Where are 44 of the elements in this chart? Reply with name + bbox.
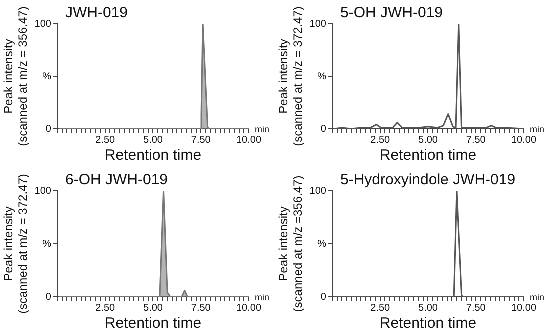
y-tick-label: % <box>42 71 52 82</box>
x-axis-title: Retention time <box>380 315 477 332</box>
y-tick-label: 0 <box>320 292 327 303</box>
y-tick-label: % <box>42 238 52 250</box>
y-axis-title: Peak intensity (scanned at m/z = 372.47) <box>2 174 30 314</box>
x-tick-label: 10.00 <box>511 302 537 314</box>
x-axis-title: Retention time <box>104 315 202 332</box>
chart-title: JWH-019 <box>65 4 128 22</box>
x-axis-title: Retention time <box>104 147 202 164</box>
x-tick-label: 7.50 <box>191 134 212 146</box>
y-axis-title: Peak intensity (scanned at m/z = 356.47) <box>2 6 30 146</box>
text: min <box>255 292 270 302</box>
text: min <box>530 292 545 302</box>
x-tick-label: 5.00 <box>418 134 438 146</box>
x-tick-label: 2.50 <box>96 134 116 146</box>
x-tick-label: 7.50 <box>191 302 212 314</box>
x-tick-label: 2.50 <box>370 134 391 146</box>
y-tick-label: 100 <box>310 186 327 197</box>
chart-title: 5-Hydroxyindole JWH-019 <box>340 172 516 189</box>
y-tick-label: 100 <box>310 18 327 30</box>
x-tick-label: 2.50 <box>96 302 116 314</box>
chart-title: 6-OH JWH-019 <box>65 172 168 189</box>
x-tick-label: 7.50 <box>466 302 486 314</box>
x-tick-label: 5.00 <box>418 302 438 314</box>
y-tick-label: % <box>318 71 327 82</box>
text: min <box>530 124 545 134</box>
x-tick-label: 2.50 <box>370 302 391 314</box>
text: min <box>255 124 270 134</box>
x-tick-label: 7.50 <box>466 134 486 146</box>
y-tick-label: 0 <box>320 124 327 135</box>
y-tick-label: 0 <box>46 124 52 135</box>
y-tick-label: 100 <box>34 18 52 30</box>
y-tick-label: % <box>318 238 327 250</box>
y-axis-title: Peak intensity (scanned at m/z = 372.47) <box>276 6 305 146</box>
x-axis-title: Retention time <box>380 147 477 164</box>
y-tick-label: 100 <box>34 186 52 197</box>
x-tick-label: 10.00 <box>511 134 537 146</box>
x-tick-label: 10.00 <box>236 134 262 146</box>
y-axis-title: Peak intensity (scanned at m/z =356.47) <box>276 176 305 312</box>
x-tick-label: 5.00 <box>144 134 164 146</box>
x-tick-label: 10.00 <box>236 302 262 314</box>
chart-title: 5-OH JWH-019 <box>340 4 444 22</box>
y-tick-label: 0 <box>46 292 52 303</box>
x-tick-label: 5.00 <box>144 302 164 314</box>
